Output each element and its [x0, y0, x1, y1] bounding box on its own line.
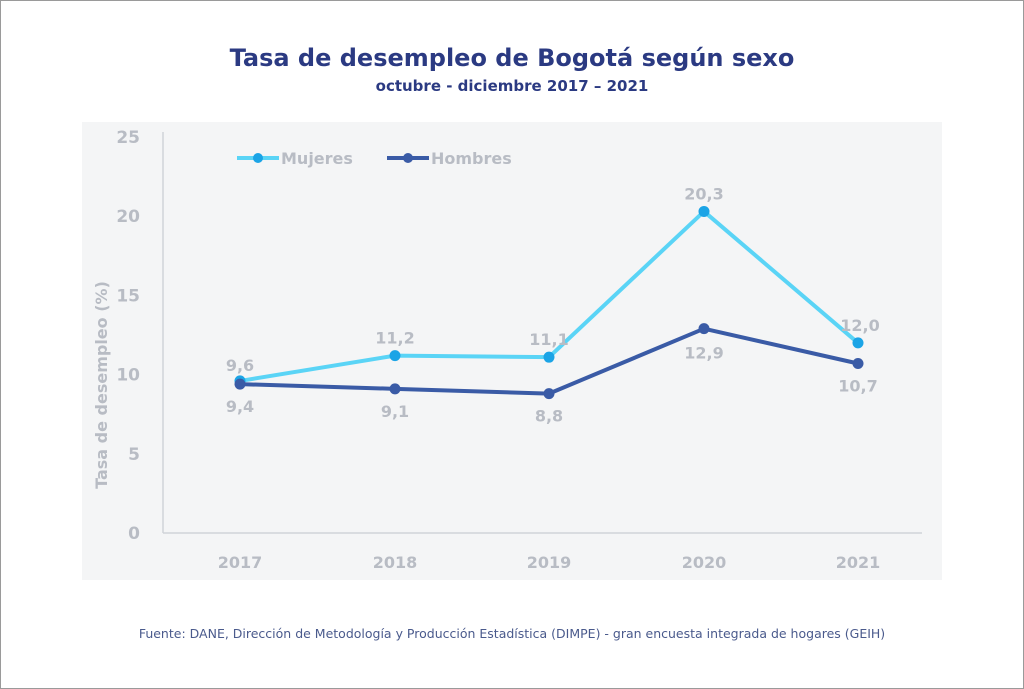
legend-marker	[253, 153, 263, 163]
y-axis-label: Tasa de desempleo (%)	[92, 281, 111, 489]
data-point	[389, 350, 401, 362]
x-tick-label: 2021	[836, 553, 881, 572]
legend-label: Mujeres	[281, 149, 353, 168]
data-label: 9,4	[226, 397, 254, 416]
data-label: 12,0	[840, 316, 879, 335]
legend-marker	[403, 153, 413, 163]
x-tick-label: 2017	[218, 553, 263, 572]
x-tick-label: 2018	[373, 553, 418, 572]
data-point	[234, 378, 246, 390]
y-tick-label: 20	[116, 207, 140, 227]
x-tick-label: 2020	[682, 553, 727, 572]
data-label: 9,1	[381, 402, 409, 421]
data-label: 11,1	[529, 330, 568, 349]
data-label: 12,9	[684, 344, 723, 363]
source-note: Fuente: DANE, Dirección de Metodología y…	[138, 626, 886, 641]
data-point	[543, 351, 555, 363]
y-tick-label: 10	[116, 366, 140, 386]
data-point	[698, 205, 710, 217]
data-point	[852, 337, 864, 349]
chart-subtitle: octubre - diciembre 2017 – 2021	[375, 77, 649, 95]
data-point	[543, 388, 555, 400]
legend-label: Hombres	[431, 149, 512, 168]
data-label: 9,6	[226, 356, 254, 375]
x-tick-label: 2019	[527, 553, 572, 572]
y-tick-label: 0	[128, 524, 140, 544]
data-point	[852, 358, 864, 370]
y-tick-label: 5	[128, 445, 140, 465]
data-point	[698, 323, 710, 335]
data-label: 8,8	[535, 407, 563, 426]
data-point	[389, 383, 401, 395]
y-tick-label: 25	[116, 128, 140, 148]
data-label: 10,7	[838, 377, 877, 396]
data-label: 20,3	[684, 184, 723, 203]
data-label: 11,2	[375, 329, 414, 348]
y-tick-label: 15	[116, 286, 140, 306]
chart-title: Tasa de desempleo de Bogotá según sexo	[229, 44, 795, 72]
